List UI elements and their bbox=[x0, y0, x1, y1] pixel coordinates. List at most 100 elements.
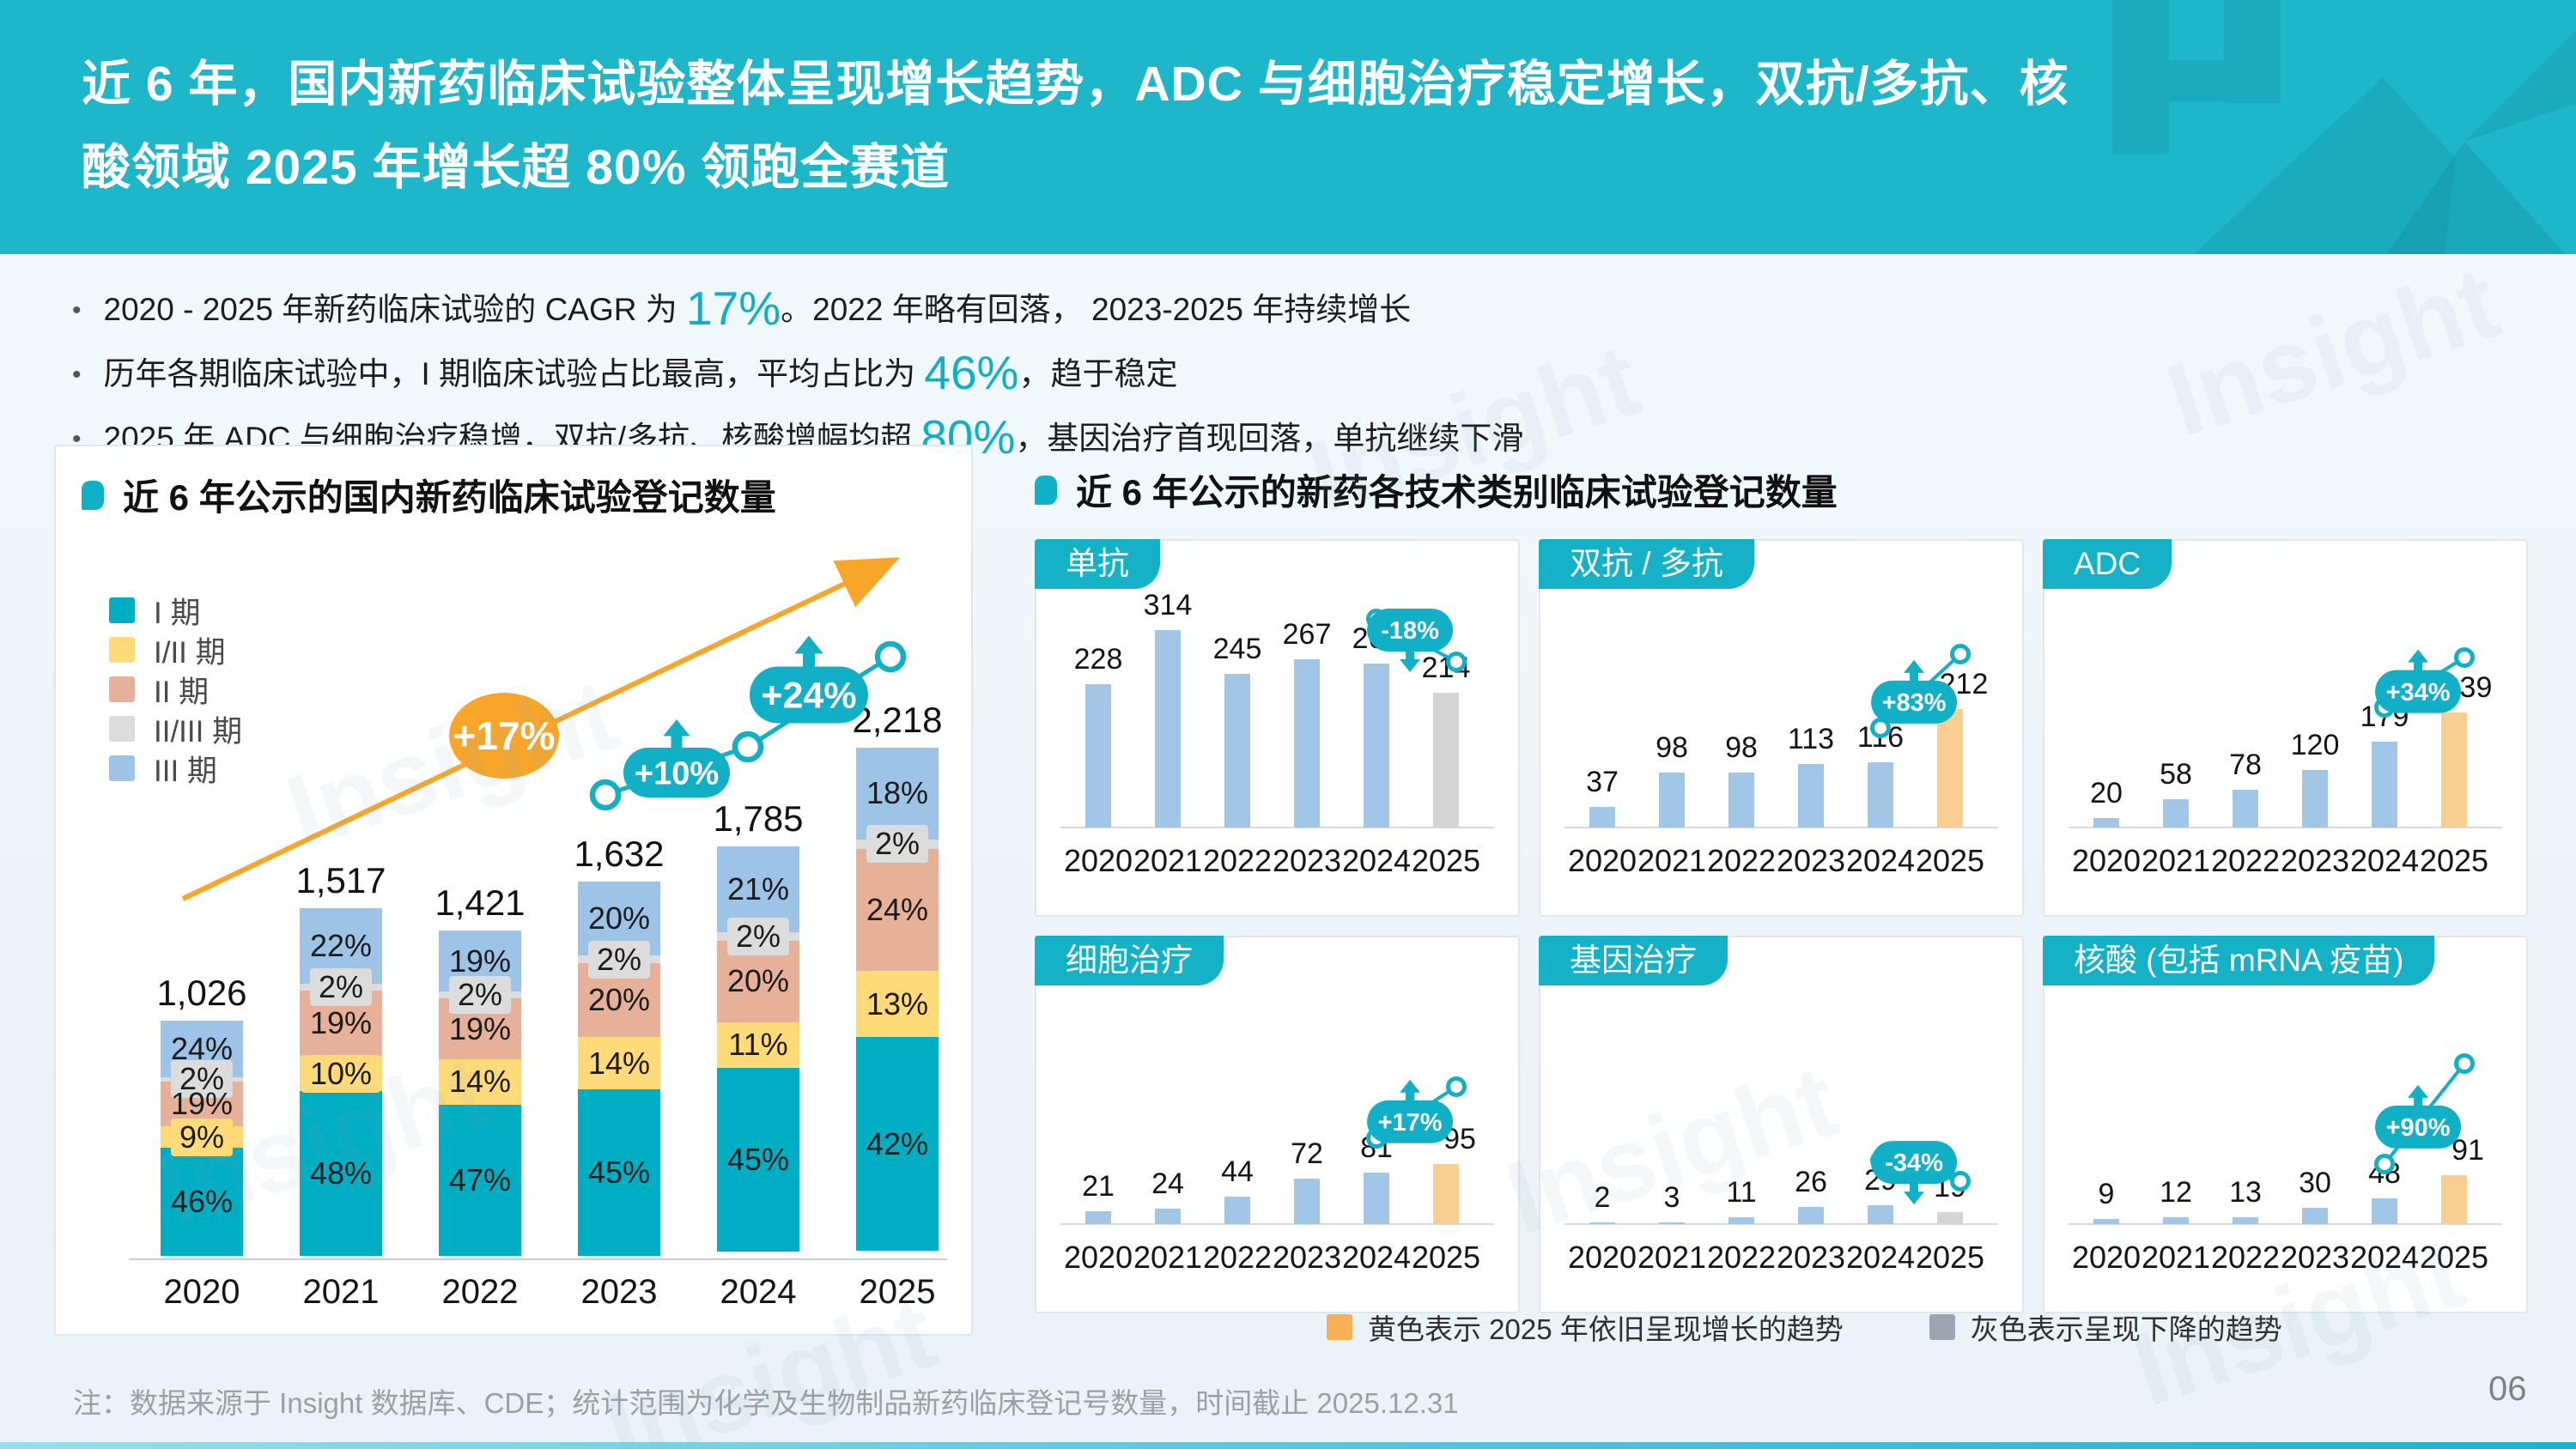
stacked-bar-2021: 22% 2% 19% 10% 48% bbox=[300, 908, 382, 1256]
value-label: 98 bbox=[1725, 731, 1758, 764]
legend-item: 灰色表示呈现下降的趋势 bbox=[1929, 1307, 2282, 1348]
legend-swatch bbox=[109, 676, 135, 702]
total-label: 2,218 bbox=[852, 700, 943, 740]
left-chart-title: 近 6 年公示的国内新药临床试验登记数量 bbox=[123, 477, 776, 518]
segment-label: 9% bbox=[170, 1118, 234, 1156]
segment-label: 22% bbox=[309, 928, 373, 964]
header-logo-watermark bbox=[2112, 0, 2576, 254]
segment-I 期: 45% bbox=[717, 1067, 799, 1252]
segment-I/II 期: 13% bbox=[856, 971, 939, 1038]
segment-label: 24% bbox=[170, 1030, 234, 1066]
cagr-label: +17% bbox=[453, 713, 556, 758]
trend-point-icon bbox=[732, 731, 764, 763]
small-chart-axis bbox=[1564, 827, 1998, 828]
value-label: 78 bbox=[2229, 749, 2262, 781]
segment-label: 45% bbox=[587, 1154, 651, 1190]
legend-label: 黄色表示 2025 年依旧呈现增长的趋势 bbox=[1368, 1313, 1844, 1345]
key-point-2: 历年各期临床试验中，I 期临床试验占比最高，平均占比为 46%，趋于稳定 bbox=[67, 341, 1523, 405]
legend-item: I/II 期 bbox=[109, 630, 242, 670]
year-label: 2021 bbox=[1133, 1240, 1203, 1275]
segment-label: 42% bbox=[866, 1125, 929, 1161]
segment-label: 20% bbox=[587, 900, 651, 937]
segment-label: 19% bbox=[309, 1005, 373, 1041]
small-chart-axis bbox=[1060, 827, 1494, 828]
left-chart-title-row: 近 6 年公示的国内新药临床试验登记数量 bbox=[82, 469, 776, 521]
bar-2022 bbox=[1728, 1217, 1754, 1224]
year-label: 2020 bbox=[1567, 843, 1637, 878]
bar-2024 bbox=[2372, 1198, 2397, 1224]
value-label: 214 bbox=[1421, 652, 1471, 684]
tech-card-title: 双抗 / 多抗 bbox=[1539, 539, 1754, 589]
year-label: 2021 bbox=[1637, 1240, 1707, 1275]
bar-2023 bbox=[1294, 659, 1320, 828]
segment-I 期: 45% bbox=[578, 1088, 660, 1256]
left-chart-legend: I 期 I/II 期 II 期 II/III 期 III 期 bbox=[109, 591, 242, 788]
stacked-bar-2024: 21% 2% 20% 11% 45% bbox=[717, 846, 799, 1256]
segment-I/II 期: 11% bbox=[717, 1022, 799, 1068]
year-label: 2020 bbox=[1567, 1240, 1637, 1275]
bar-2022 bbox=[2233, 790, 2258, 828]
cagr-bubble bbox=[449, 693, 559, 779]
title-bullet-icon bbox=[82, 480, 104, 510]
legend-item: 黄色表示 2025 年依旧呈现增长的趋势 bbox=[1327, 1307, 1844, 1348]
segment-label: 14% bbox=[448, 1064, 512, 1100]
bar-2021 bbox=[2163, 1217, 2189, 1224]
trend-point-icon bbox=[874, 640, 907, 673]
bar-2025 bbox=[2441, 712, 2467, 828]
year-label: 2022 bbox=[1202, 843, 1273, 878]
trend-up-arrow-icon bbox=[794, 635, 823, 672]
bar-2020 bbox=[1085, 1211, 1111, 1224]
trend-pill-label: +10% bbox=[635, 755, 719, 791]
segment-label: 10% bbox=[301, 1054, 381, 1093]
legend-item: II 期 bbox=[109, 670, 242, 709]
segment-I 期: 48% bbox=[300, 1090, 382, 1256]
value-label: 2 bbox=[1594, 1181, 1611, 1214]
tech-card-title: 细胞治疗 bbox=[1035, 936, 1224, 985]
tech-card-6: 核酸 (包括 mRNA 疫苗) 9 2020 12 2021 13 2022 30 2023 48… bbox=[2043, 936, 2528, 1313]
segment-label: 13% bbox=[866, 985, 929, 1022]
segment-label: 19% bbox=[448, 1010, 512, 1046]
right-section-title: 近 6 年公示的新药各技术类别临床试验登记数量 bbox=[1076, 472, 1838, 512]
value-label: 212 bbox=[1939, 668, 1989, 700]
value-label: 267 bbox=[1282, 618, 1332, 651]
segment-I 期: 46% bbox=[161, 1147, 243, 1256]
value-label: 9 bbox=[2098, 1178, 2115, 1210]
value-label: 13 bbox=[2229, 1176, 2262, 1209]
segment-II/III 期: 2% bbox=[300, 968, 382, 1007]
segment-I 期: 47% bbox=[439, 1104, 521, 1256]
bar-2020 bbox=[1085, 684, 1111, 828]
small-chart-axis bbox=[2069, 1223, 2502, 1225]
segment-I/II 期: 10% bbox=[300, 1054, 382, 1093]
bar-2022 bbox=[1224, 1197, 1250, 1224]
total-label: 1,026 bbox=[156, 973, 247, 1013]
value-label: 11 bbox=[1726, 1176, 1757, 1209]
segment-label: 46% bbox=[170, 1183, 234, 1219]
year-label: 2024 bbox=[1341, 843, 1412, 878]
legend-label: I 期 bbox=[154, 596, 201, 630]
stacked-bar-2022: 19% 2% 19% 14% 47% bbox=[439, 931, 521, 1256]
value-label: 37 bbox=[1586, 766, 1619, 798]
stacked-bar-2025: 18% 2% 24% 13% 42% bbox=[856, 748, 939, 1256]
tech-card-2: 双抗 / 多抗 37 2020 98 2021 98 2022 113 2023 116 2024 2… bbox=[1539, 539, 2024, 917]
year-label: 2025 bbox=[2419, 1240, 2489, 1275]
value-label: 179 bbox=[2360, 700, 2409, 733]
year-label: 2024 bbox=[2349, 843, 2420, 878]
bar-2024 bbox=[1868, 1205, 1893, 1224]
year-label: 2025 bbox=[1915, 1240, 1985, 1275]
legend-swatch bbox=[109, 755, 135, 781]
legend-swatch bbox=[1929, 1314, 1955, 1340]
highlight-value: 17% bbox=[686, 282, 781, 335]
bar-2021 bbox=[1155, 1209, 1181, 1224]
value-label: 228 bbox=[1073, 643, 1123, 676]
year-label: 2021 bbox=[302, 1273, 380, 1311]
year-label: 2025 bbox=[1411, 843, 1481, 878]
segment-label: 48% bbox=[309, 1155, 373, 1191]
segment-II/III 期: 2% bbox=[161, 1060, 243, 1099]
bar-2021 bbox=[1659, 773, 1685, 828]
tech-card-4: 细胞治疗 21 2020 24 2021 44 2022 72 2023 81 2024 95 2025… bbox=[1035, 936, 1520, 1313]
year-label: 2023 bbox=[1776, 1240, 1846, 1275]
page-title: 近 6 年，国内新药临床试验整体呈现增长趋势，ADC 与细胞治疗稳定增长，双抗/… bbox=[82, 43, 2069, 209]
value-label: 98 bbox=[1656, 731, 1688, 764]
year-label: 2025 bbox=[1915, 843, 1985, 878]
legend-label: 灰色表示呈现下降的趋势 bbox=[1970, 1313, 2282, 1345]
